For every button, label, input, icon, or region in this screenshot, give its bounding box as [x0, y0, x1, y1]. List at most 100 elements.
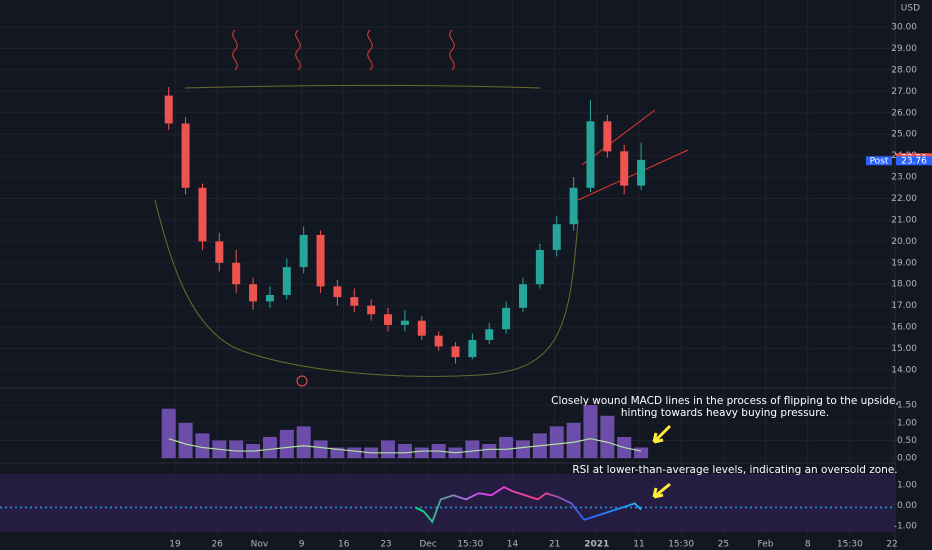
x-tick-label: 9 [299, 540, 305, 550]
y-tick-label: 25.00 [891, 130, 917, 140]
x-tick-label: 15:30 [457, 540, 483, 550]
x-tick-label: 15:30 [837, 540, 863, 550]
candle-body [265, 294, 274, 302]
candle-body [400, 320, 409, 325]
earnings-marker [296, 375, 308, 387]
x-tick-label: 14 [507, 540, 519, 550]
y-tick-label: -1.00 [894, 521, 918, 531]
candle-body [586, 121, 595, 188]
macd-annotation: Closely wound MACD lines in the process … [551, 395, 899, 407]
candle-body [249, 284, 258, 302]
candle-body [215, 241, 224, 263]
macd-histogram-bar [262, 436, 277, 459]
macd-histogram-bar [465, 440, 480, 459]
x-tick-label: 26 [211, 540, 223, 550]
price-label: 23.76 [901, 156, 927, 166]
candle-body [333, 286, 342, 298]
y-tick-label: 1.00 [897, 481, 917, 491]
x-tick-label: 8 [805, 540, 811, 550]
rsi-annotation: RSI at lower-than-average levels, indica… [572, 464, 897, 476]
y-tick-label: 29.00 [891, 44, 917, 54]
x-tick-label: 2021 [584, 540, 609, 550]
x-tick-label: 25 [718, 540, 729, 550]
macd-histogram-bar [583, 405, 598, 459]
candle-body [502, 307, 511, 330]
candle-body [164, 95, 173, 124]
steam-doodle [232, 29, 455, 71]
macd-histogram-bar [161, 408, 176, 459]
macd-histogram-bar [381, 440, 396, 459]
y-tick-label: 1.50 [897, 401, 917, 411]
candle-body [569, 187, 578, 225]
y-tick-label: 15.00 [891, 344, 917, 354]
candle-body [282, 267, 291, 295]
candle-body [181, 123, 190, 188]
macd-histogram-bar [566, 422, 581, 459]
candle-body [434, 335, 443, 347]
x-tick-label: 21 [549, 540, 560, 550]
macd-histogram-bar [296, 426, 311, 459]
macd-annotation: hinting towards heavy buying pressure. [621, 407, 829, 419]
y-tick-label: 1.00 [897, 418, 917, 428]
macd-histogram-bar [600, 415, 615, 459]
macd-histogram-bar [313, 440, 328, 459]
currency-label: USD [901, 4, 920, 14]
rsi-band [0, 474, 895, 532]
x-tick-label: Dec [419, 540, 436, 550]
macd-histogram-bar [195, 433, 210, 459]
candle-body [350, 297, 359, 306]
y-tick-label: 0.00 [897, 454, 917, 464]
candle-body [232, 262, 241, 285]
candle-body [299, 234, 308, 268]
y-tick-label: 16.00 [891, 323, 917, 333]
macd-histogram-bar [178, 422, 193, 459]
candle-body [367, 305, 376, 315]
candle-body [451, 346, 460, 358]
y-tick-label: 28.00 [891, 65, 917, 75]
macd-histogram-bar [634, 447, 649, 459]
session-tag-box [866, 156, 892, 166]
macd-histogram-bar [549, 426, 564, 459]
price-label-box [896, 156, 932, 166]
y-tick-label: 26.00 [891, 108, 917, 118]
macd-line [168, 438, 642, 454]
x-tick-label: 15:30 [668, 540, 694, 550]
y-tick-label: 23.00 [891, 173, 917, 183]
candle-body [316, 234, 325, 287]
candle-body [485, 329, 494, 340]
cup-curve [154, 199, 579, 377]
macd-histogram-bar [397, 444, 412, 459]
y-tick-label: 19.00 [891, 258, 917, 268]
candle-body [468, 339, 477, 358]
y-tick-label: 21.00 [891, 215, 917, 225]
candle-body [620, 151, 629, 186]
x-tick-label: Feb [758, 540, 774, 550]
channel-line [577, 149, 689, 201]
y-tick-label: 30.00 [891, 23, 917, 33]
x-tick-label: 22 [886, 540, 897, 550]
macd-histogram-bar [279, 429, 294, 459]
arrow [652, 482, 671, 499]
arrow [652, 424, 672, 444]
x-tick-label: 23 [380, 540, 391, 550]
x-tick-label: 16 [338, 540, 350, 550]
y-tick-label: 0.50 [897, 436, 917, 446]
y-tick-label: 14.00 [891, 365, 917, 375]
macd-histogram-bar [229, 440, 244, 459]
macd-histogram-bar [330, 447, 345, 459]
candle-body [198, 187, 207, 242]
macd-histogram-bar [482, 444, 497, 459]
y-tick-label: 20.00 [891, 237, 917, 247]
y-tick-label: 27.00 [891, 87, 917, 97]
macd-histogram-bar [499, 436, 514, 459]
candle-body [637, 159, 646, 186]
candle-body [518, 284, 527, 308]
x-tick-label: 19 [169, 540, 181, 550]
y-tick-label: 0.00 [897, 501, 917, 511]
y-tick-label: 22.00 [891, 194, 917, 204]
candle-body [384, 314, 393, 325]
y-tick-label: 18.00 [891, 280, 917, 290]
macd-histogram-bar [515, 440, 530, 459]
x-tick-label: 11 [633, 540, 644, 550]
